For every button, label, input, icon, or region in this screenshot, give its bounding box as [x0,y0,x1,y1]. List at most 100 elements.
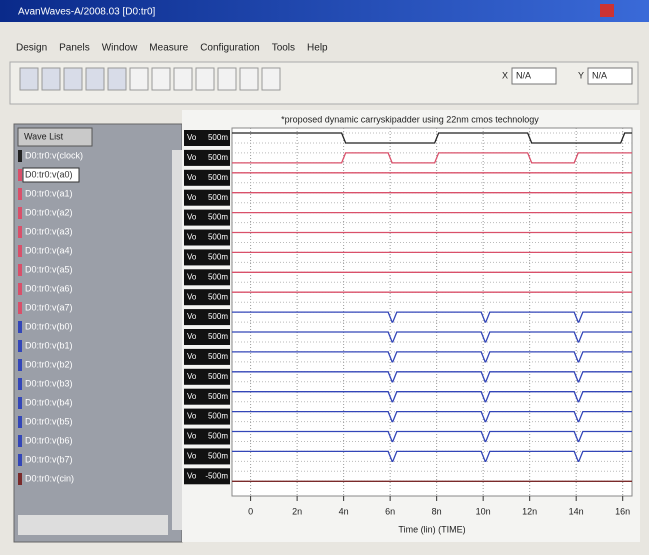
wave-list-item[interactable]: D0:tr0:v(a4) [25,245,73,255]
x-axis-label: Time (lin) (TIME) [398,524,465,534]
wave-list-item[interactable]: D0:tr0:v(a1) [25,188,73,198]
menu-item[interactable]: Design [16,43,47,54]
wave-color-chip [18,207,22,219]
x-tick-label: 16n [615,506,630,516]
wave-list-item[interactable]: D0:tr0:v(b7) [25,454,73,464]
row-scale: 500m [208,312,228,321]
wave-color-chip [18,283,22,295]
menu-item[interactable]: Help [307,43,328,54]
wave-color-chip [18,397,22,409]
row-unit: Vo [187,233,197,242]
toolbar-button[interactable] [152,68,170,90]
menu-item[interactable]: Window [102,43,138,54]
wave-color-chip [18,169,22,181]
wave-list-item[interactable]: D0:tr0:v(a7) [25,302,73,312]
wave-color-chip [18,226,22,238]
row-scale: 500m [208,253,228,262]
row-scale: 500m [208,213,228,222]
row-scale: -500m [205,471,228,480]
wave-color-chip [18,245,22,257]
toolbar-button[interactable] [108,68,126,90]
y-field-value: N/A [592,70,607,80]
close-button[interactable] [600,4,614,17]
row-unit: Vo [187,272,197,281]
toolbar-button[interactable] [42,68,60,90]
x-tick-label: 0 [248,506,253,516]
wave-color-chip [18,188,22,200]
toolbar-button[interactable] [130,68,148,90]
menu-item[interactable]: Tools [272,43,295,54]
row-unit: Vo [187,213,197,222]
x-tick-label: 10n [476,506,491,516]
h-scrollbar[interactable] [18,515,168,535]
wave-list-item[interactable]: D0:tr0:v(a6) [25,283,73,293]
row-scale: 500m [208,133,228,142]
wave-color-chip [18,435,22,447]
menu-item[interactable]: Configuration [200,43,259,54]
wave-color-chip [18,340,22,352]
row-scale: 500m [208,432,228,441]
wave-color-chip [18,150,22,162]
wave-color-chip [18,454,22,466]
wave-color-chip [18,473,22,485]
wave-list-item[interactable]: D0:tr0:v(b1) [25,340,73,350]
row-unit: Vo [187,173,197,182]
row-scale: 500m [208,412,228,421]
wave-color-chip [18,321,22,333]
wave-color-chip [18,359,22,371]
row-scale: 500m [208,272,228,281]
row-unit: Vo [187,312,197,321]
wave-list-item[interactable]: D0:tr0:v(b3) [25,378,73,388]
row-scale: 500m [208,173,228,182]
x-field-value: N/A [516,70,531,80]
wave-list-item[interactable]: D0:tr0:v(a3) [25,226,73,236]
toolbar-button[interactable] [218,68,236,90]
row-scale: 500m [208,193,228,202]
menu-item[interactable]: Measure [149,43,188,54]
toolbar-button[interactable] [86,68,104,90]
row-scale: 500m [208,332,228,341]
wave-list-item[interactable]: D0:tr0:v(b5) [25,416,73,426]
toolbar-button[interactable] [196,68,214,90]
row-scale: 500m [208,452,228,461]
app-window: AvanWaves-A/2008.03 [D0:tr0] Design Panel… [0,0,649,550]
toolbar-button[interactable] [174,68,192,90]
wave-list-item[interactable]: D0:tr0:v(cin) [25,473,74,483]
page: AvanWaves-A/2008.03 [D0:tr0] Design Panel… [0,0,649,550]
row-unit: Vo [187,471,197,480]
wave-color-chip [18,416,22,428]
wave-list-item[interactable]: D0:tr0:v(b0) [25,321,73,331]
toolbar-button[interactable] [20,68,38,90]
wave-list-item[interactable]: D0:tr0:v(clock) [25,150,83,160]
wave-list-item[interactable]: D0:tr0:v(b2) [25,359,73,369]
toolbar-button[interactable] [64,68,82,90]
x-tick-label: 4n [339,506,349,516]
row-unit: Vo [187,292,197,301]
wave-list-header: Wave List [24,131,64,141]
row-unit: Vo [187,412,197,421]
wave-color-chip [18,264,22,276]
row-scale: 500m [208,153,228,162]
x-tick-label: 2n [292,506,302,516]
row-unit: Vo [187,253,197,262]
toolbar-button[interactable] [262,68,280,90]
list-scrollbar[interactable] [172,150,182,530]
menu-item[interactable]: Panels [59,43,90,54]
row-scale: 500m [208,352,228,361]
row-unit: Vo [187,193,197,202]
row-unit: Vo [187,372,197,381]
wave-color-chip [18,378,22,390]
wave-list-item[interactable]: D0:tr0:v(b4) [25,397,73,407]
row-unit: Vo [187,352,197,361]
wave-list-item[interactable]: D0:tr0:v(a0) [25,169,73,179]
x-tick-label: 8n [432,506,442,516]
window-title: AvanWaves-A/2008.03 [D0:tr0] [18,7,156,18]
wave-list-item[interactable]: D0:tr0:v(a2) [25,207,73,217]
row-scale: 500m [208,392,228,401]
row-scale: 500m [208,372,228,381]
wave-list-item[interactable]: D0:tr0:v(a5) [25,264,73,274]
row-scale: 500m [208,233,228,242]
row-unit: Vo [187,432,197,441]
toolbar-button[interactable] [240,68,258,90]
wave-list-item[interactable]: D0:tr0:v(b6) [25,435,73,445]
